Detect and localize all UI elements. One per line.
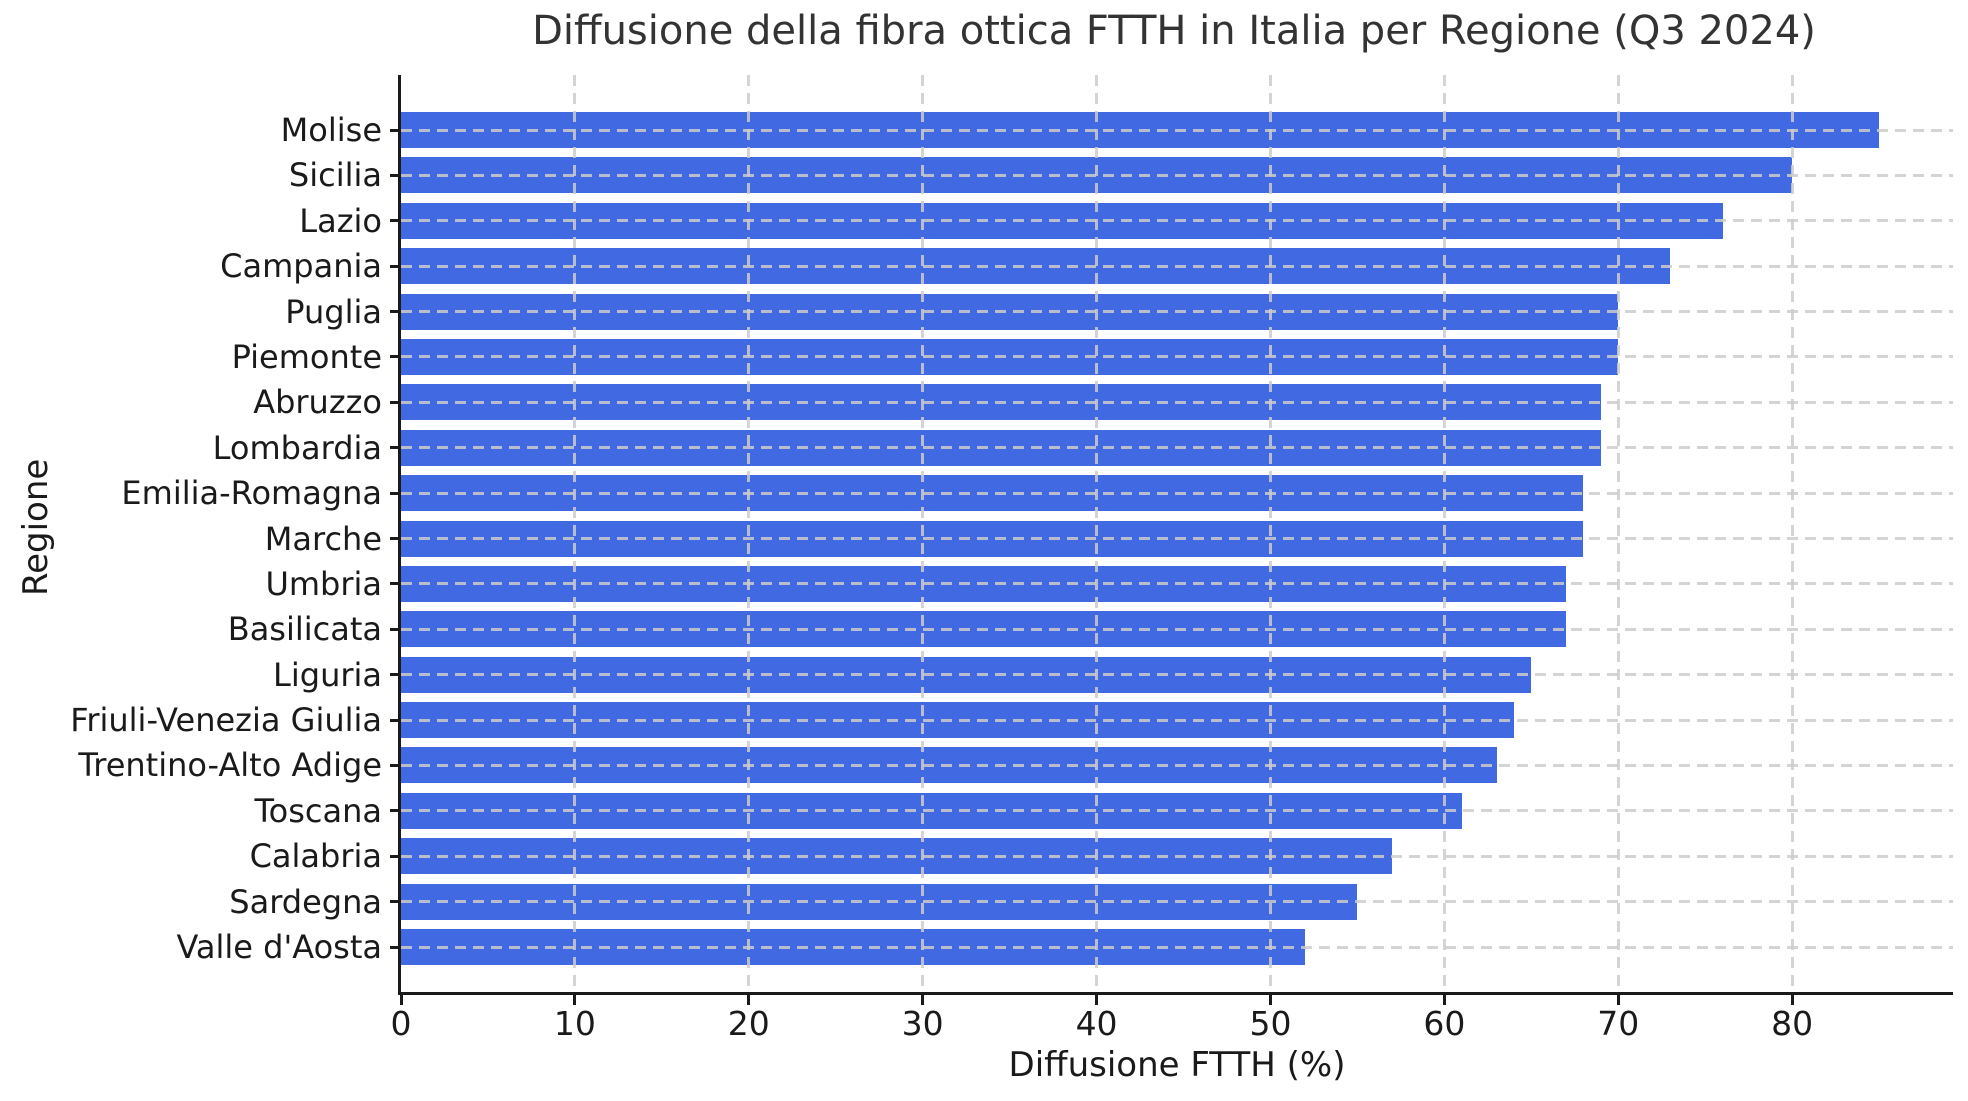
y-tick-label: Toscana: [254, 791, 382, 830]
y-tick-label: Trentino-Alto Adige: [78, 746, 382, 785]
v-gridline: [747, 75, 751, 992]
h-gridline: [401, 900, 1953, 904]
h-gridline: [401, 537, 1953, 540]
y-tick-mark: [390, 763, 398, 767]
h-gridline: [401, 173, 1953, 177]
h-gridline: [401, 491, 1953, 495]
x-tick-label: 20: [727, 1004, 770, 1043]
y-tick-label: Emilia-Romagna: [121, 474, 382, 513]
x-tick-label: 10: [553, 1004, 596, 1043]
y-tick-label: Molise: [280, 111, 382, 149]
y-tick-label: Sicilia: [288, 156, 382, 195]
y-tick-label: Basilicata: [227, 610, 382, 649]
h-gridline: [401, 128, 1953, 132]
y-tick-label: Abruzzo: [253, 383, 382, 422]
x-tick-label: 0: [390, 1004, 412, 1043]
h-gridline: [401, 355, 1953, 359]
y-tick-mark: [390, 446, 398, 450]
y-tick-label: Valle d'Aosta: [176, 928, 383, 966]
y-tick-label: Campania: [220, 247, 382, 286]
x-tick-label: 80: [1771, 1004, 1814, 1043]
x-tick-mark: [1790, 995, 1794, 1005]
x-tick-mark: [1095, 995, 1099, 1005]
h-gridline: [401, 264, 1953, 268]
y-tick-mark: [390, 718, 398, 722]
y-tick-mark: [390, 809, 398, 813]
y-tick-mark: [390, 400, 398, 404]
v-gridline: [921, 75, 925, 992]
v-gridline: [1790, 75, 1794, 992]
x-tick-mark: [1442, 995, 1446, 1005]
plot-area: Molise Sicilia Lazio Campania Puglia Piemonte…: [70, 75, 1953, 1085]
y-tick-label: Puglia: [285, 292, 382, 331]
chart-title: Diffusione della fibra ottica FTTH in It…: [532, 8, 1816, 54]
x-tick-label: 30: [901, 1004, 944, 1043]
y-tick-label: Friuli-Venezia Giulia: [70, 701, 382, 740]
h-gridline: [401, 400, 1953, 404]
h-gridline: [401, 718, 1953, 722]
y-tick-label: Sardegna: [229, 882, 382, 921]
y-tick-mark: [390, 491, 398, 495]
y-tick-mark: [390, 310, 398, 314]
x-tick-label: 70: [1597, 1004, 1640, 1043]
y-tick-mark: [390, 900, 398, 904]
h-gridline: [401, 854, 1953, 858]
y-tick-label: Umbria: [265, 564, 382, 603]
y-tick-label: Marche: [264, 519, 382, 558]
y-tick-mark: [390, 673, 398, 677]
y-tick-mark: [390, 945, 398, 949]
x-tick-mark: [1616, 995, 1620, 1005]
y-tick-mark: [390, 537, 398, 540]
h-gridline: [401, 945, 1953, 949]
x-tick-label: 50: [1249, 1004, 1292, 1043]
y-axis-title: Regione: [16, 458, 56, 596]
y-tick-mark: [390, 173, 398, 177]
v-gridline: [573, 75, 577, 992]
y-tick-label: Liguria: [273, 655, 382, 694]
x-tick-mark: [399, 995, 403, 1005]
v-gridline: [1268, 75, 1272, 992]
h-gridline: [401, 627, 1953, 631]
y-tick-label: Lazio: [299, 201, 382, 240]
y-tick-label: Piemonte: [231, 337, 382, 376]
y-tick-label: Lombardia: [212, 428, 382, 467]
x-tick-label: 60: [1423, 1004, 1466, 1043]
y-tick-mark: [390, 219, 398, 223]
v-gridline: [1616, 75, 1620, 992]
h-gridline: [401, 310, 1953, 314]
h-gridline: [401, 446, 1953, 450]
x-tick-mark: [573, 995, 577, 1005]
v-gridline: [1095, 75, 1099, 992]
h-gridline: [401, 763, 1953, 767]
y-tick-mark: [390, 627, 398, 631]
y-tick-mark: [390, 582, 398, 586]
h-gridline: [401, 673, 1953, 677]
x-tick-mark: [1268, 995, 1272, 1005]
h-gridline: [401, 219, 1953, 223]
x-axis-title: Diffusione FTTH (%): [1008, 1045, 1346, 1085]
y-tick-label: Calabria: [249, 837, 382, 876]
y-tick-mark: [390, 128, 398, 132]
y-tick-mark: [390, 355, 398, 359]
x-tick-mark: [747, 995, 751, 1005]
h-gridline: [401, 582, 1953, 586]
y-tick-mark: [390, 264, 398, 268]
x-tick-label: 40: [1075, 1004, 1118, 1043]
h-gridline: [401, 809, 1953, 813]
v-gridline: [1442, 75, 1446, 992]
y-tick-mark: [390, 854, 398, 858]
x-tick-mark: [921, 995, 925, 1005]
